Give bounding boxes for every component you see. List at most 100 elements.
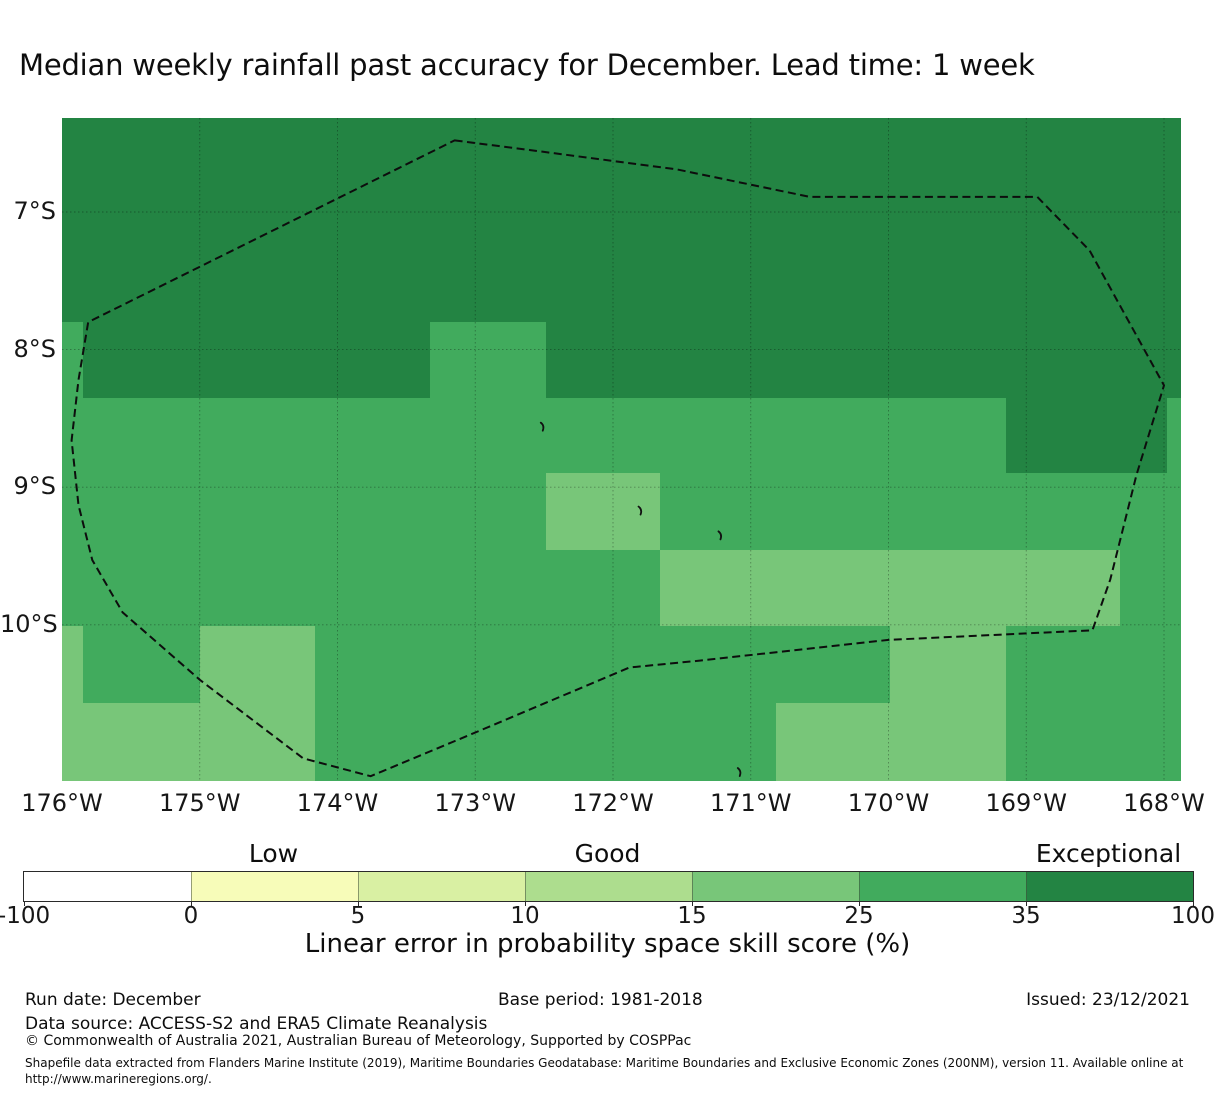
shapefile-note-line1: Shapefile data extracted from Flanders M…: [25, 1056, 1184, 1070]
map-cell: [659, 117, 777, 323]
colorbar-separator: [1026, 872, 1027, 901]
base-period-label: Base period: 1981-2018: [498, 990, 703, 1010]
map-cell: [545, 322, 661, 399]
map-cell: [199, 322, 317, 399]
map-cell: [1005, 473, 1121, 552]
map-cell: [889, 322, 1007, 399]
map-cell: [315, 117, 431, 323]
y-tick-label: 9°S: [13, 472, 56, 501]
map-cell: [775, 626, 891, 704]
x-tick-label: 170°W: [847, 789, 930, 817]
colorbar-segment: [1026, 872, 1193, 901]
map-cell: [199, 626, 317, 704]
y-tick-label: 7°S: [13, 197, 56, 225]
data-source-label: Data source: ACCESS-S2 and ERA5 Climate …: [25, 1014, 488, 1034]
map-cell: [1005, 117, 1121, 323]
map-cell: [659, 626, 777, 704]
map-cell: [199, 550, 317, 627]
map-cell: [889, 397, 1007, 475]
map-cell: [429, 550, 547, 627]
map-cell: [1005, 550, 1121, 627]
map-cell: [429, 626, 547, 704]
map-cell: [199, 397, 317, 475]
map-cell: [1119, 473, 1182, 552]
colorbar-tick-label: 25: [844, 903, 874, 929]
map-cell: [889, 117, 1007, 323]
map-cell: [775, 117, 891, 323]
island-mark: [736, 767, 742, 777]
map-cell: [775, 702, 891, 781]
map-cell: [889, 702, 1007, 781]
page-title: Median weekly rainfall past accuracy for…: [19, 48, 1035, 82]
map-cell: [889, 550, 1007, 627]
colorbar-separator: [191, 872, 192, 901]
map-cell: [62, 626, 84, 704]
copyright-label: © Commonwealth of Australia 2021, Austra…: [25, 1033, 692, 1049]
map-cell: [545, 626, 661, 704]
colorbar-segment: [525, 872, 692, 901]
map-cell: [82, 473, 201, 552]
map-overlay-svg: [62, 118, 1180, 781]
map-cell: [659, 550, 777, 627]
colorbar-tick-label: -100: [0, 903, 51, 929]
map-cell: [1005, 322, 1121, 399]
colorbar-axis-label: Linear error in probability space skill …: [304, 929, 911, 959]
x-tick-label: 175°W: [158, 789, 241, 817]
map-cell: [62, 117, 84, 323]
map-cell: [82, 117, 201, 323]
map-cell: [82, 397, 201, 475]
map-cell: [199, 473, 317, 552]
colorbar-segment: [358, 872, 525, 901]
map-cell: [429, 322, 547, 399]
map-cell: [545, 550, 661, 627]
island-mark: [539, 421, 545, 432]
map-cell: [62, 550, 84, 627]
map-cell: [315, 322, 431, 399]
colorbar-tick-label: 0: [183, 903, 199, 929]
colorbar-class-label: Exceptional: [1035, 839, 1182, 868]
colorbar-tick-label: 10: [510, 903, 540, 929]
map-cell: [1119, 117, 1182, 323]
map-cell: [315, 626, 431, 704]
map-cell: [199, 702, 317, 781]
x-tick-label: 169°W: [985, 789, 1068, 817]
map-cell: [82, 550, 201, 627]
colorbar-tickmark: [24, 901, 25, 906]
map-cell: [315, 397, 431, 475]
colorbar-tick-label: 15: [677, 903, 707, 929]
colorbar-separator: [525, 872, 526, 901]
map-cell: [775, 473, 891, 552]
colorbar-tickmark: [191, 901, 192, 906]
map-cell: [659, 397, 777, 475]
map-cell: [82, 626, 201, 704]
map-cell: [82, 322, 201, 399]
map-cell: [659, 702, 777, 781]
colorbar-tick-label: 5: [350, 903, 366, 929]
x-tick-label: 168°W: [1123, 789, 1205, 817]
map-cell: [775, 397, 891, 475]
map-cell: [775, 322, 891, 399]
run-date-label: Run date: December: [25, 990, 201, 1010]
map-cell: [545, 702, 661, 781]
map-cell: [62, 702, 84, 781]
island-mark: [637, 505, 643, 516]
map-cell: [1119, 550, 1182, 627]
x-tick-label: 176°W: [21, 789, 103, 817]
map-cell: [889, 473, 1007, 552]
colorbar: [23, 871, 1194, 902]
issued-label: Issued: 23/12/2021: [1026, 990, 1190, 1010]
colorbar-tick-label: 35: [1011, 903, 1041, 929]
colorbar-segment: [859, 872, 1026, 901]
colorbar-tickmark: [692, 901, 693, 906]
colorbar-class-label: Low: [248, 839, 299, 868]
map-cell: [82, 702, 201, 781]
map-cell: [199, 117, 317, 323]
map-cell: [315, 702, 431, 781]
map-cell: [315, 473, 431, 552]
map-cell: [429, 473, 547, 552]
colorbar-tickmark: [1193, 901, 1194, 906]
map-plot: [62, 117, 1182, 781]
map-cell: [429, 117, 547, 323]
x-tick-label: 171°W: [709, 789, 792, 817]
map-cell: [1119, 702, 1182, 781]
